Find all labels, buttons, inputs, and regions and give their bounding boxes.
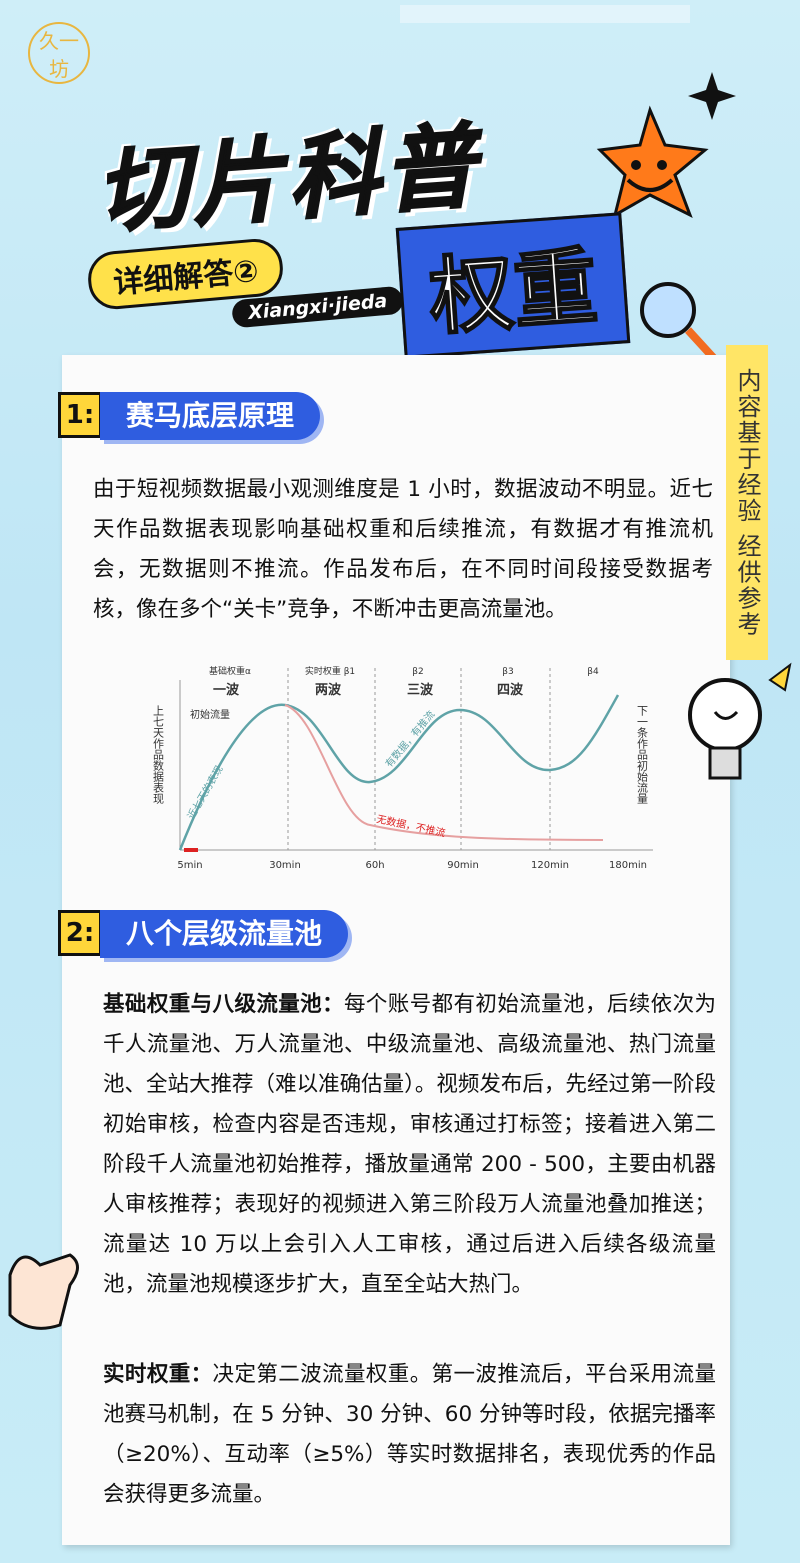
paragraph-lead: 实时权重： — [103, 1362, 213, 1387]
decorations — [400, 5, 736, 360]
bad-curve — [284, 704, 604, 841]
x-label: 90min — [447, 860, 479, 871]
stage-weight: 实时权重 β1 — [305, 665, 355, 677]
side-note: 内容基于经验 经供参考 — [726, 345, 768, 660]
stage-wave: 四波 — [497, 682, 524, 698]
stage-weight: 基础权重α — [209, 665, 251, 677]
left-label: 上七天作品数据表现 — [152, 705, 165, 805]
bad-label: 无数据，不推流 — [375, 812, 446, 839]
rise-label: 近七天的表现 — [184, 763, 225, 821]
x-label: 60h — [365, 860, 384, 871]
x-label: 120min — [531, 860, 569, 871]
section-number: 1: — [58, 392, 102, 438]
paragraph: 由于短视频数据最小观测维度是 1 小时，数据波动不明显。近七天作品数据表现影响基… — [93, 477, 713, 622]
good-label: 有数据，有推流 — [382, 708, 437, 770]
section-heading: 赛马底层原理 — [100, 392, 321, 440]
right-label: 下一条作品初始流量 — [636, 705, 649, 804]
stage-weight: β3 — [502, 667, 513, 677]
paragraph: 实时权重：决定第二波流量权重。第一波推流后，平台采用流量池赛马机制，在 5 分钟… — [103, 1355, 716, 1515]
x-label: 180min — [609, 860, 647, 871]
x-label: 5min — [177, 860, 202, 871]
paragraph-text: 每个账号都有初始流量池，后续依次为千人流量池、万人流量池、中级流量池、高级流量池… — [103, 992, 716, 1297]
diagram: 基础权重α 实时权重 β1 β2 β3 β4 一波 两波 三波 四波 上七天作品… — [152, 665, 653, 871]
paragraph-text: 决定第二波流量权重。第一波推流后，平台采用流量池赛马机制，在 5 分钟、30 分… — [103, 1362, 716, 1507]
stage-wave: 一波 — [213, 682, 240, 698]
x-label: 30min — [269, 860, 301, 871]
start-label: 初始流量 — [190, 708, 230, 721]
section-number: 2: — [58, 910, 102, 956]
logo: 久一坊 — [28, 22, 90, 84]
paragraph-lead: 基础权重与八级流量池： — [103, 992, 344, 1017]
bulb-icon — [688, 662, 792, 780]
keyword: 权重 — [395, 212, 631, 359]
section-heading: 八个层级流量池 — [100, 910, 349, 958]
good-curve — [178, 694, 620, 851]
stage-wave: 两波 — [315, 682, 342, 698]
paragraph: 基础权重与八级流量池：每个账号都有初始流量池，后续依次为千人流量池、万人流量池、… — [103, 985, 716, 1305]
stage-weight: β4 — [587, 667, 599, 677]
stage-wave: 三波 — [407, 682, 434, 698]
stage-weight: β2 — [412, 667, 423, 677]
hand-icon — [8, 1253, 79, 1330]
